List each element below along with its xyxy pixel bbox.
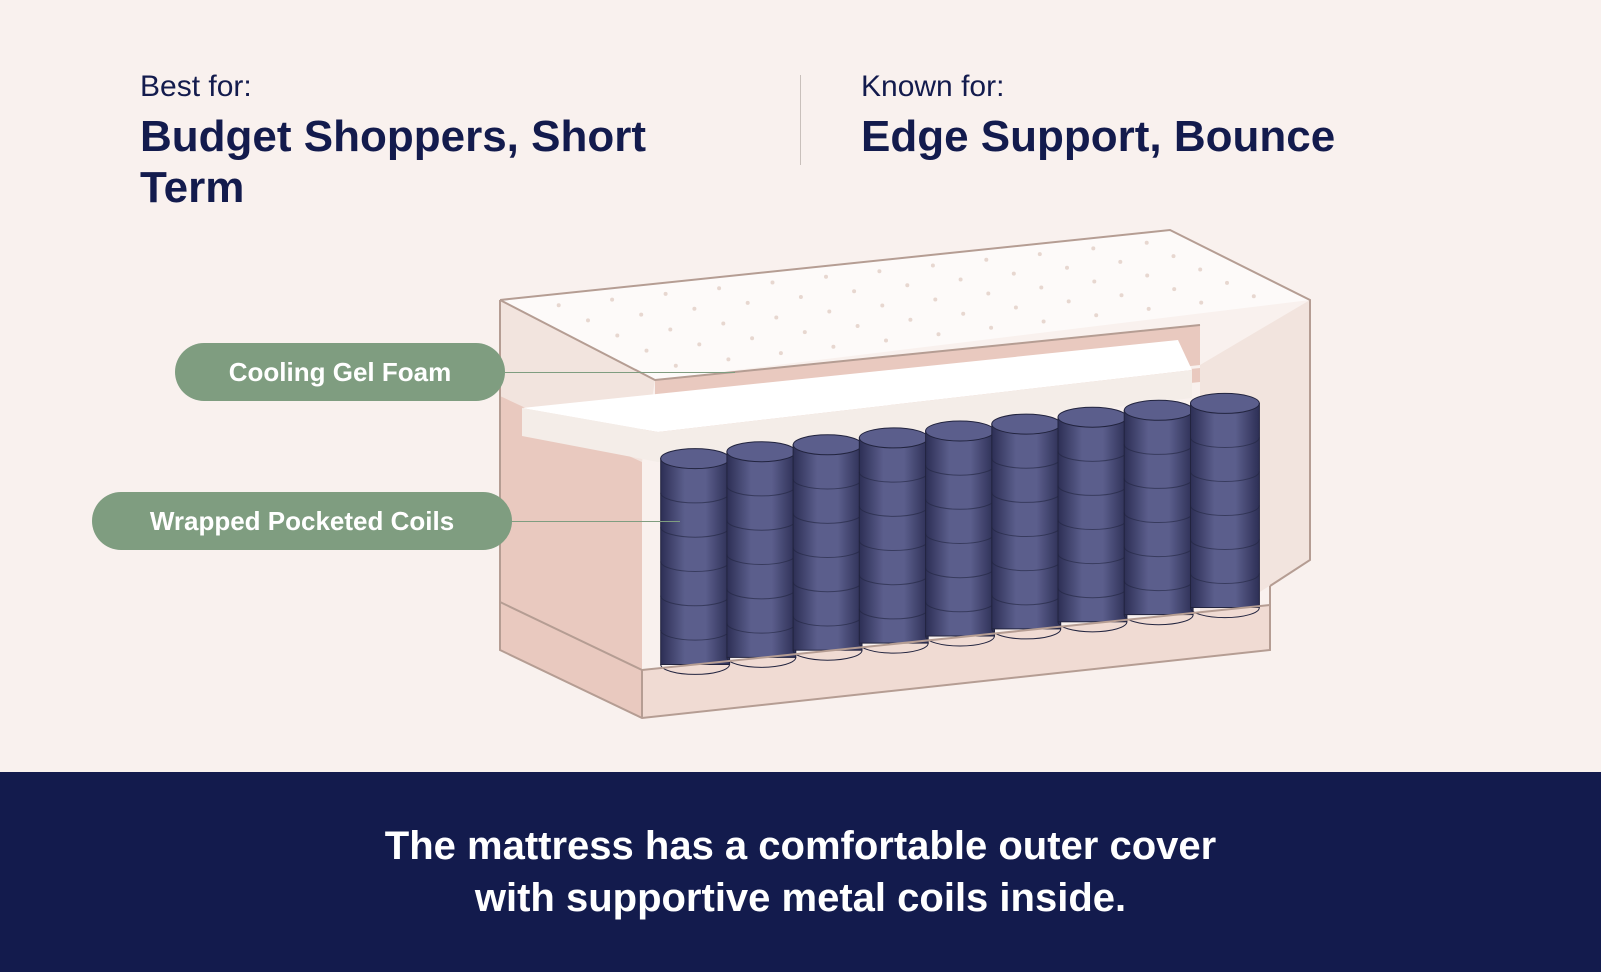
header-col-known-for: Known for: Edge Support, Bounce [801, 70, 1461, 163]
coil [926, 421, 995, 646]
top-area: Best for: Budget Shoppers, Short Term Kn… [0, 0, 1601, 772]
coil [1124, 400, 1193, 624]
bottom-text: The mattress has a comfortable outer cov… [385, 820, 1216, 924]
bottom-line-2: with supportive metal coils inside. [475, 876, 1126, 920]
callout-pill-coils-text: Wrapped Pocketed Coils [150, 506, 454, 537]
callout-line-coils [510, 521, 680, 522]
infographic-canvas: Best for: Budget Shoppers, Short Term Kn… [0, 0, 1601, 972]
coil [727, 442, 796, 668]
callout-pill-coils: Wrapped Pocketed Coils [92, 492, 512, 550]
coil [661, 449, 730, 675]
header-row: Best for: Budget Shoppers, Short Term Kn… [140, 70, 1461, 213]
best-for-label: Best for: [140, 70, 740, 104]
coil [992, 414, 1061, 639]
coil [1191, 393, 1260, 617]
coil [793, 435, 862, 660]
bottom-line-1: The mattress has a comfortable outer cov… [385, 824, 1216, 868]
bottom-band: The mattress has a comfortable outer cov… [0, 772, 1601, 972]
header-col-best-for: Best for: Budget Shoppers, Short Term [140, 70, 800, 213]
coil [859, 428, 928, 653]
known-for-value: Edge Support, Bounce [861, 112, 1461, 163]
coil [1058, 407, 1127, 632]
known-for-label: Known for: [861, 70, 1461, 104]
callout-line-foam [505, 372, 735, 373]
callout-pill-foam: Cooling Gel Foam [175, 343, 505, 401]
mattress-cutaway-diagram [430, 210, 1330, 730]
best-for-value: Budget Shoppers, Short Term [140, 112, 740, 213]
callout-pill-foam-text: Cooling Gel Foam [229, 357, 451, 388]
